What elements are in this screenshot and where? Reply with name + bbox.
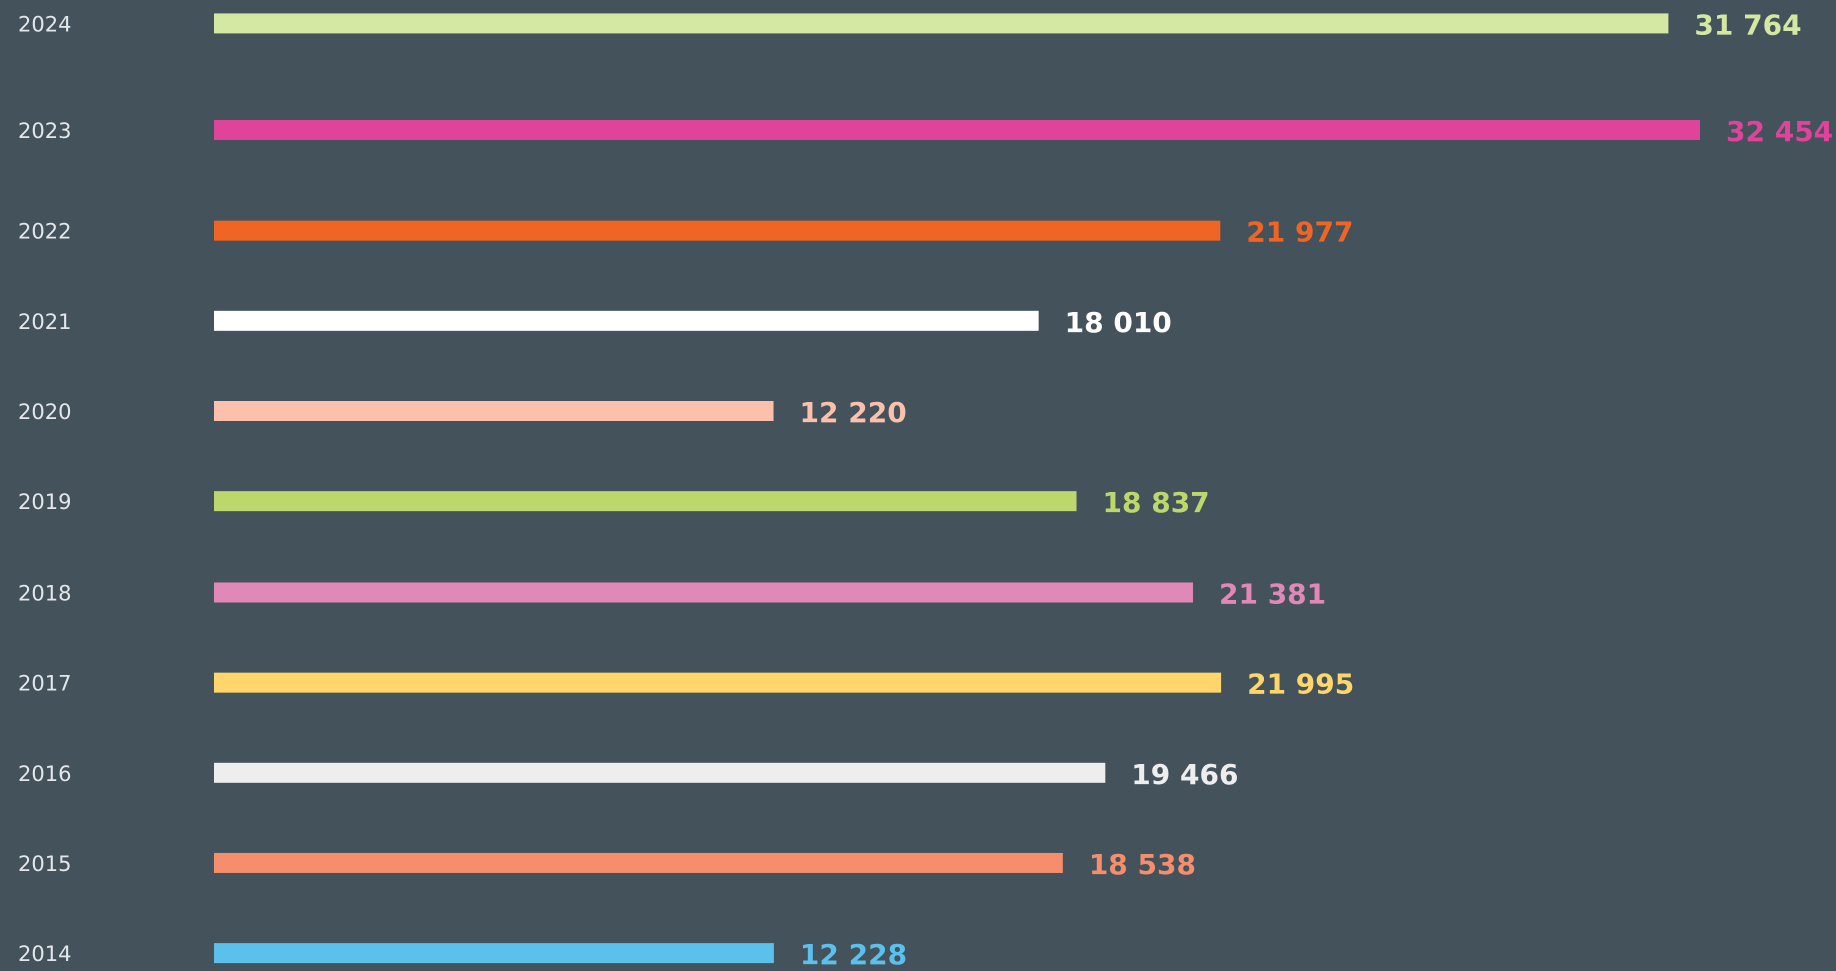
bar [214,400,774,421]
data-label: 19 466 [1131,758,1238,791]
y-tick-label: 2017 [18,672,71,696]
y-tick-label: 2020 [18,400,71,424]
data-label: 21 381 [1219,577,1326,610]
y-tick-label: 2014 [18,942,71,966]
data-label: 32 454 [1726,115,1833,148]
bar [214,310,1039,331]
y-tick-label: 2021 [18,310,71,334]
data-label: 12 228 [800,938,907,971]
y-tick-label: 2024 [18,12,71,36]
bar [214,762,1106,783]
bar [214,943,774,964]
y-tick-label: 2022 [18,220,71,244]
bar [214,852,1063,873]
y-tick-label: 2023 [18,119,71,143]
data-label: 18 538 [1089,848,1196,881]
data-label: 18 837 [1103,486,1210,519]
bar [214,672,1222,693]
y-tick-label: 2015 [18,852,71,876]
y-tick-label: 2018 [18,581,71,605]
y-tick-label: 2019 [18,490,71,514]
data-label: 21 977 [1246,216,1353,249]
y-tick-label: 2016 [18,762,71,786]
bar [214,220,1221,241]
data-label: 21 995 [1247,668,1354,701]
bar [214,13,1669,34]
data-label: 31 764 [1694,8,1801,41]
bar [214,119,1700,140]
data-label: 12 220 [800,396,907,429]
data-label: 18 010 [1065,306,1172,339]
bar [214,582,1193,603]
bar [214,491,1077,512]
